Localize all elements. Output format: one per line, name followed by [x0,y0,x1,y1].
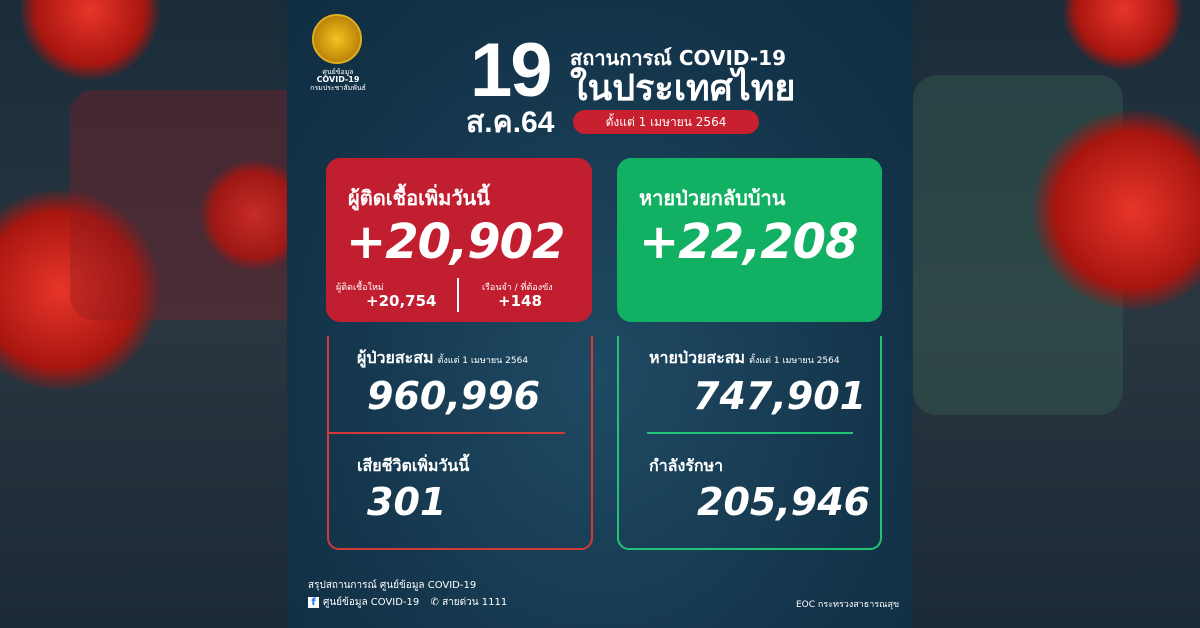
deaths-label: เสียชีวิตเพิ่มวันนี้ [357,456,470,475]
footer-contacts: f ศูนย์ข้อมูล COVID-19 ✆ สายด่วน 1111 [308,595,507,610]
since-badge: ตั้งแต่ 1 เมษายน 2564 [573,110,759,134]
local-cases-label: ผู้ติดเชื้อใหม่ [336,283,384,293]
phone-icon: ✆ [430,597,439,608]
logo-line: ศูนย์ข้อมูล [322,68,354,76]
logo-line: COVID-19 [316,75,360,84]
title-line1: สถานการณ์ COVID-19 [570,46,786,70]
recovered-today-value: +22,208 [639,214,858,270]
cumulative-value: 960,996 [367,374,541,418]
blurred-background-left [0,0,287,628]
cumulative-label-text: ผู้ป่วยสะสม [357,348,434,367]
facebook-icon: f [308,596,319,608]
date-month-year: ส.ค.64 [466,106,555,139]
divider [329,432,565,434]
new-cases-value: +20,902 [346,214,565,270]
divider [457,278,459,312]
prison-cases-value: +148 [498,292,542,310]
recovered-label: หายป่วยสะสม ตั้งแต่ 1 เมษายน 2564 [649,346,840,371]
logo-line: กรมประชาสัมพันธ์ [310,84,366,92]
cumulative-since: ตั้งแต่ 1 เมษายน 2564 [437,356,529,366]
recovered-box: หายป่วยสะสม ตั้งแต่ 1 เมษายน 2564 747,901… [617,336,882,550]
date-day: 19 [470,28,553,113]
prison-cases-label: เรือนจำ / ที่ต้องขัง [482,283,553,293]
recovered-since: ตั้งแต่ 1 เมษายน 2564 [749,356,840,366]
footer-source: EOC กระทรวงสาธารณสุข [796,600,900,610]
facebook-page: ศูนย์ข้อมูล COVID-19 [323,597,420,608]
logo-text: ศูนย์ข้อมูล COVID-19 กรมประชาสัมพันธ์ [298,68,378,92]
recovered-today-card: หายป่วยกลับบ้าน +22,208 [617,158,882,322]
cumulative-box: ผู้ป่วยสะสม ตั้งแต่ 1 เมษายน 2564 960,996… [327,336,593,550]
prd-logo [312,14,362,64]
treating-label: กำลังรักษา [649,456,724,475]
divider [647,432,853,434]
cumulative-label: ผู้ป่วยสะสม ตั้งแต่ 1 เมษายน 2564 [357,346,528,371]
treating-value: 205,946 [697,480,871,524]
deaths-value: 301 [367,480,447,524]
footer-summary: สรุปสถานการณ์ ศูนย์ข้อมูล COVID-19 [308,580,477,591]
recovered-value: 747,901 [693,374,867,418]
recovered-today-title: หายป่วยกลับบ้าน [639,186,786,210]
new-cases-title: ผู้ติดเชื้อเพิ่มวันนี้ [348,186,490,210]
new-cases-card: ผู้ติดเชื้อเพิ่มวันนี้ +20,902 ผู้ติดเชื… [326,158,592,322]
blurred-background-right [913,0,1200,628]
local-cases-value: +20,754 [366,292,437,310]
title-line2: ในประเทศไทย [570,68,796,109]
hotline: สายด่วน 1111 [442,597,508,608]
recovered-label-text: หายป่วยสะสม [649,348,746,367]
